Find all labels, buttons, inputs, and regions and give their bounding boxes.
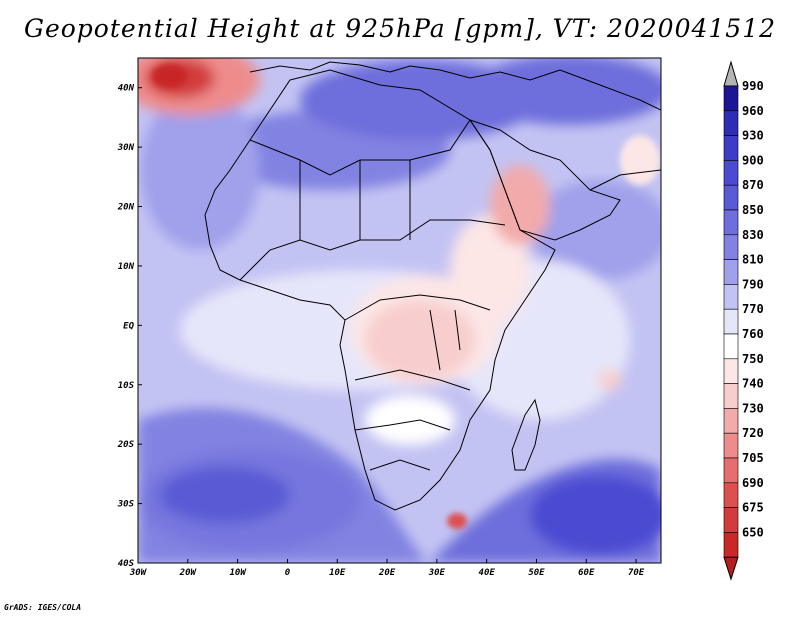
colorbar-swatch — [723, 259, 739, 285]
colorbar-swatch — [723, 85, 739, 112]
colorbar-swatch — [723, 308, 739, 335]
colorbar-label: 770 — [742, 302, 764, 316]
lon-tick-label: 70E — [628, 568, 645, 578]
colorbar-swatch — [723, 284, 739, 310]
height-field — [138, 58, 661, 563]
colorbar-label: 810 — [742, 253, 764, 267]
colorbar-label: 650 — [742, 525, 764, 539]
colorbar-swatch — [723, 457, 739, 484]
colorbar-label: 675 — [742, 501, 764, 515]
colorbar-swatch — [723, 507, 739, 533]
colorbar: 990 960 930 900 870 850 830 810 790 770 760 750 740 7… — [723, 60, 764, 581]
lon-tick-label: 50E — [528, 568, 545, 578]
colorbar-swatch — [723, 209, 739, 236]
map-title: Geopotential Height at 925hPa [gpm], VT:… — [23, 14, 777, 43]
lon-tick-label: 60E — [578, 568, 595, 578]
lon-tick-label: 0 — [285, 568, 291, 578]
colorbar-label: 960 — [742, 104, 764, 118]
colorbar-bottom-arrow — [723, 556, 739, 581]
colorbar-swatch — [723, 234, 739, 260]
lat-tick-label: 10S — [118, 381, 135, 391]
colorbar-label: 760 — [742, 327, 764, 341]
colorbar-swatch — [723, 160, 739, 186]
colorbar-swatch — [723, 383, 739, 409]
grads-credit: GrADS: IGES/COLA — [4, 603, 82, 612]
lat-tick-label: 20S — [117, 440, 135, 450]
colorbar-swatch — [723, 532, 739, 558]
colorbar-label: 705 — [742, 451, 764, 465]
colorbar-label: 990 — [742, 79, 764, 93]
colorbar-label: 850 — [742, 203, 764, 217]
colorbar-swatch — [723, 432, 739, 459]
colorbar-label: 870 — [742, 178, 764, 192]
colorbar-label: 740 — [742, 377, 764, 391]
lat-tick-label: 20N — [117, 203, 135, 213]
lat-tick-label: 10N — [118, 262, 135, 272]
colorbar-swatch — [723, 110, 739, 136]
lat-tick-label: EQ — [123, 321, 134, 331]
lat-tick-label: 30S — [117, 500, 135, 510]
lat-tick-label: 40S — [118, 559, 135, 569]
lon-tick-label: 10E — [329, 568, 346, 578]
colorbar-label: 690 — [742, 476, 764, 490]
colorbar-top-arrow — [723, 60, 739, 87]
colorbar-swatch — [723, 333, 739, 360]
colorbar-label: 790 — [742, 277, 764, 291]
lon-tick-label: 20E — [378, 568, 396, 578]
colorbar-swatch — [723, 135, 739, 161]
colorbar-label: 750 — [742, 352, 764, 366]
lon-tick-label: 20W — [179, 568, 198, 578]
colorbar-label: 930 — [742, 129, 764, 143]
latitude-axis: 40N 30N 20N 10N EQ 10S 20S 30S 40S — [117, 84, 142, 569]
colorbar-swatch — [723, 408, 739, 434]
lon-tick-label: 40E — [479, 568, 496, 578]
lon-tick-label: 30W — [129, 568, 148, 578]
colorbar-label: 830 — [742, 228, 764, 242]
lat-tick-label: 30N — [117, 143, 135, 153]
coastlines — [204, 61, 661, 511]
plot-frame — [137, 57, 662, 564]
lon-tick-label: 10W — [229, 568, 247, 578]
colorbar-swatch — [723, 482, 739, 508]
colorbar-label: 730 — [742, 401, 764, 415]
lat-tick-label: 40N — [118, 84, 135, 94]
colorbar-swatch — [723, 358, 739, 384]
colorbar-label: 720 — [742, 426, 764, 440]
lon-tick-label: 30E — [428, 568, 446, 578]
colorbar-label: 900 — [742, 153, 764, 167]
longitude-axis: 30W 20W 10W 0 10E 20E 30E 40E 50E 60E 70E — [129, 559, 645, 578]
colorbar-swatch — [723, 184, 739, 211]
